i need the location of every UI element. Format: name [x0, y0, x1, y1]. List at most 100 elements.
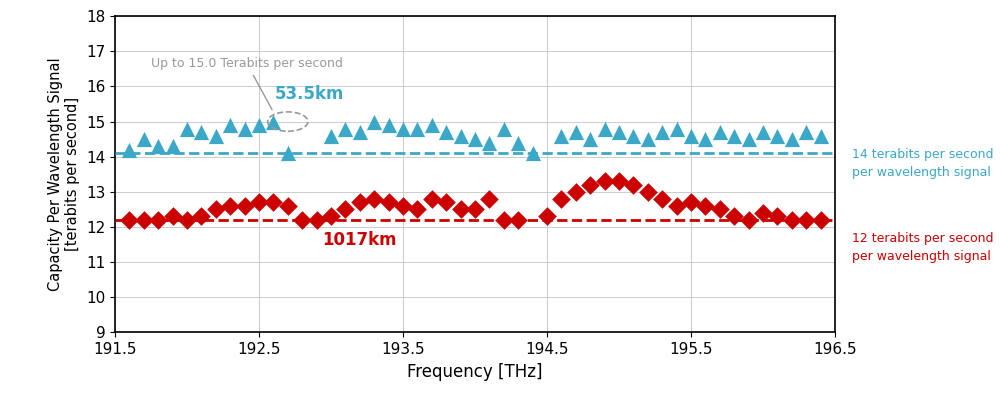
Point	[352, 199, 368, 206]
Point	[453, 206, 469, 213]
Point	[438, 199, 454, 206]
Point	[179, 125, 195, 132]
Point	[453, 133, 469, 139]
Point	[611, 178, 627, 185]
Point	[381, 122, 397, 128]
Point	[741, 217, 757, 223]
Point	[712, 206, 728, 213]
Point	[165, 213, 181, 220]
Point	[165, 143, 181, 150]
Point	[784, 217, 800, 223]
Point	[654, 129, 670, 135]
Point	[381, 199, 397, 206]
Point	[712, 129, 728, 135]
Point	[625, 133, 641, 139]
Point	[654, 196, 670, 202]
Point	[222, 203, 238, 209]
Point	[625, 182, 641, 188]
Point	[366, 118, 382, 125]
Point	[309, 217, 325, 223]
Y-axis label: Capacity Per Wavelength Signal
[terabits per second]: Capacity Per Wavelength Signal [terabits…	[48, 58, 80, 291]
Point	[237, 203, 253, 209]
Point	[208, 206, 224, 213]
Point	[265, 199, 281, 206]
Point	[467, 206, 483, 213]
Point	[683, 133, 699, 139]
Point	[769, 133, 785, 139]
Point	[208, 133, 224, 139]
Point	[510, 139, 526, 146]
Point	[251, 122, 267, 128]
Point	[496, 217, 512, 223]
Point	[525, 150, 541, 156]
Point	[568, 129, 584, 135]
Text: 14 terabits per second
per wavelength signal: 14 terabits per second per wavelength si…	[852, 148, 994, 179]
Point	[424, 122, 440, 128]
Point	[755, 210, 771, 216]
Point	[251, 199, 267, 206]
Point	[193, 213, 209, 220]
Point	[337, 206, 353, 213]
Point	[755, 129, 771, 135]
Point	[496, 125, 512, 132]
Point	[539, 213, 555, 220]
Point	[280, 203, 296, 209]
Text: 53.5km: 53.5km	[275, 85, 344, 103]
Point	[553, 196, 569, 202]
Point	[352, 129, 368, 135]
Point	[669, 203, 685, 209]
Point	[798, 217, 814, 223]
Point	[726, 133, 742, 139]
Text: 12 terabits per second
per wavelength signal: 12 terabits per second per wavelength si…	[852, 233, 994, 263]
Point	[813, 217, 829, 223]
Point	[294, 217, 310, 223]
Point	[323, 213, 339, 220]
Point	[683, 199, 699, 206]
Point	[769, 213, 785, 220]
Point	[481, 196, 497, 202]
Point	[741, 136, 757, 142]
Point	[424, 196, 440, 202]
Point	[813, 133, 829, 139]
Point	[510, 217, 526, 223]
Point	[366, 196, 382, 202]
Point	[237, 125, 253, 132]
Point	[553, 133, 569, 139]
Point	[136, 136, 152, 142]
Point	[568, 189, 584, 195]
Text: 1017km: 1017km	[323, 231, 397, 249]
Point	[222, 122, 238, 128]
Point	[395, 203, 411, 209]
Point	[697, 136, 713, 142]
Point	[582, 182, 598, 188]
Point	[193, 129, 209, 135]
Point	[395, 125, 411, 132]
Point	[597, 125, 613, 132]
Point	[280, 150, 296, 156]
Point	[697, 203, 713, 209]
Point	[726, 213, 742, 220]
Point	[597, 178, 613, 185]
X-axis label: Frequency [THz]: Frequency [THz]	[407, 363, 543, 381]
Point	[438, 129, 454, 135]
Text: Up to 15.0 Terabits per second: Up to 15.0 Terabits per second	[151, 57, 343, 110]
Point	[669, 125, 685, 132]
Point	[784, 136, 800, 142]
Point	[582, 136, 598, 142]
Point	[611, 129, 627, 135]
Point	[409, 206, 425, 213]
Point	[409, 125, 425, 132]
Point	[179, 217, 195, 223]
Point	[640, 136, 656, 142]
Point	[150, 143, 166, 150]
Point	[150, 217, 166, 223]
Point	[265, 118, 281, 125]
Point	[136, 217, 152, 223]
Point	[121, 146, 137, 153]
Point	[481, 139, 497, 146]
Point	[323, 133, 339, 139]
Point	[121, 217, 137, 223]
Point	[467, 136, 483, 142]
Point	[640, 189, 656, 195]
Point	[337, 125, 353, 132]
